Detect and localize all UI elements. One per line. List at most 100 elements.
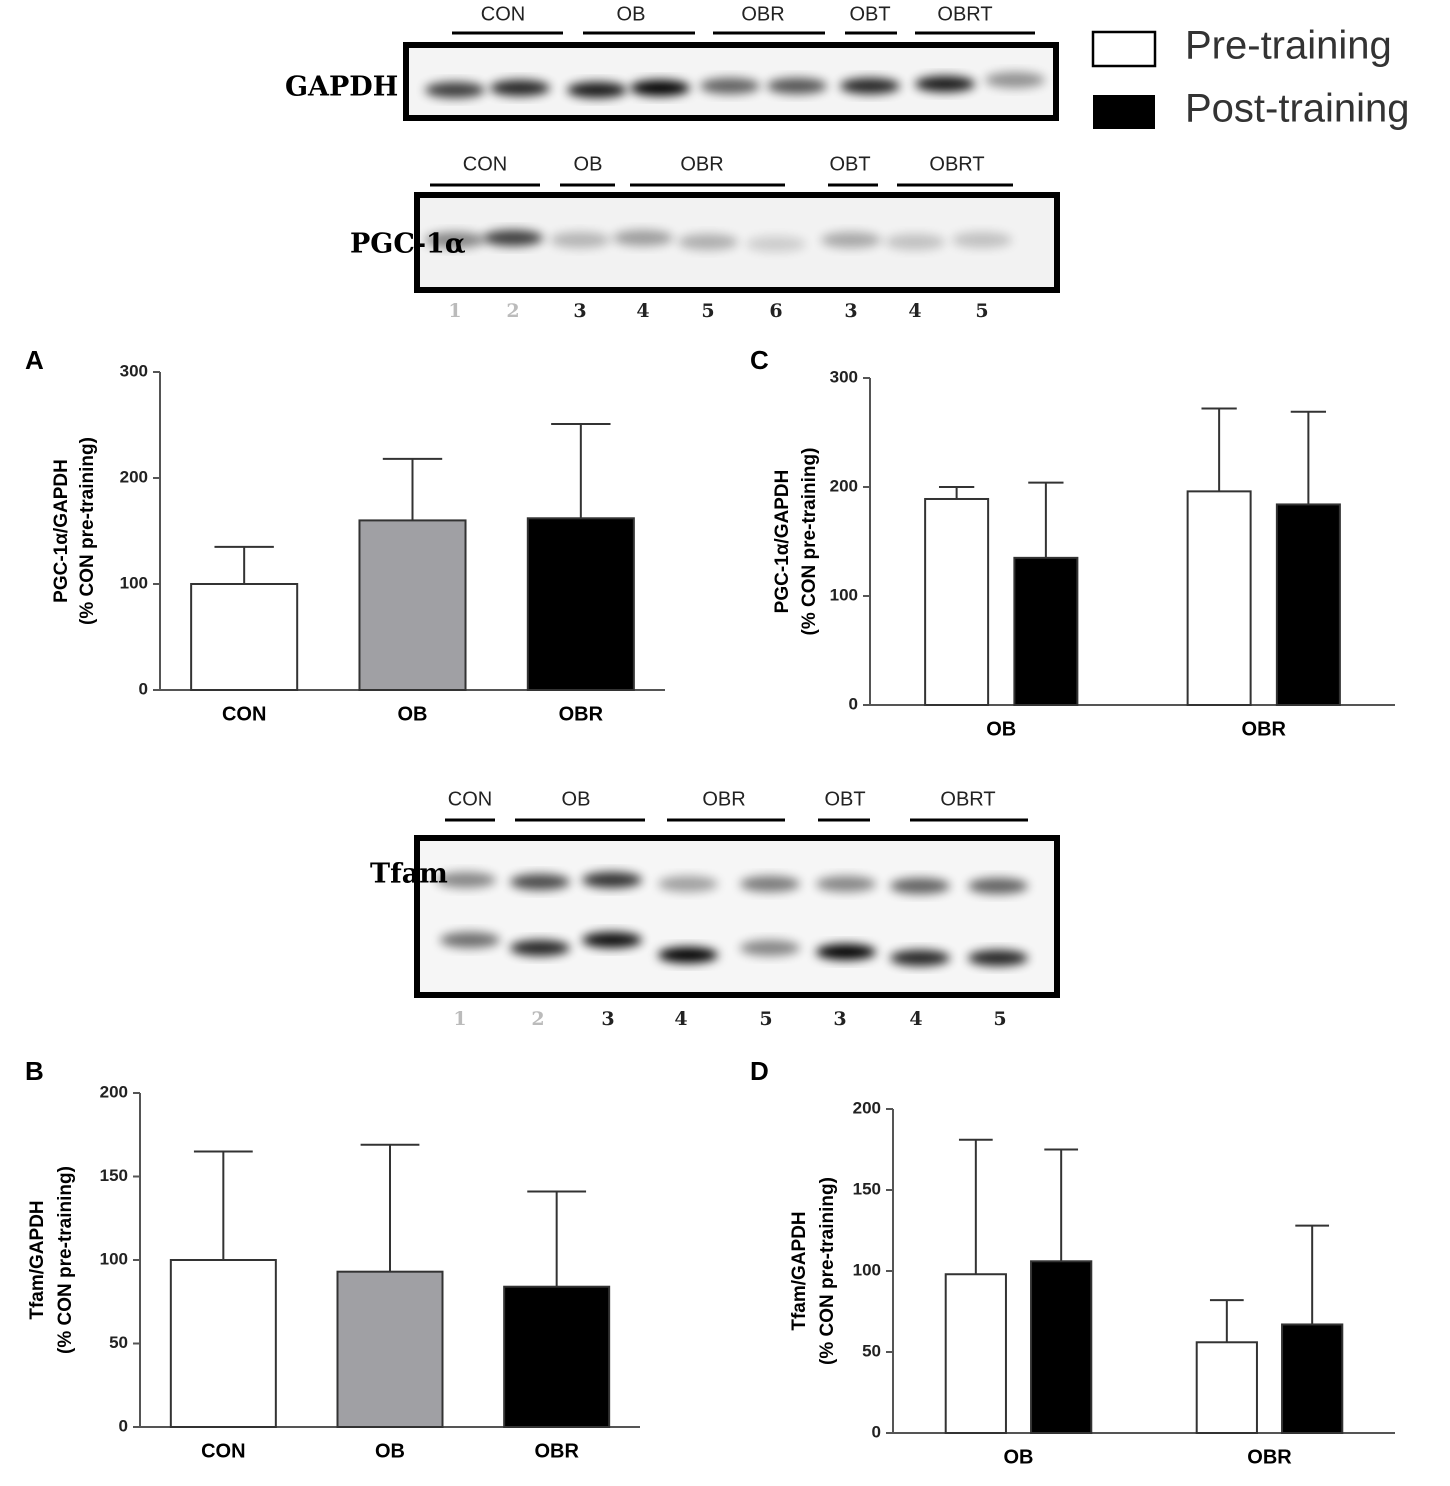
blot-lane-number: 4 — [674, 1008, 687, 1030]
blot-band — [630, 80, 690, 96]
blot-frame — [414, 192, 1060, 293]
panel-label: D — [750, 1056, 769, 1086]
blot-lane-number: 5 — [759, 1008, 772, 1030]
blot-band — [510, 940, 570, 956]
y-tick-label: 300 — [120, 361, 148, 380]
blot-band — [985, 72, 1045, 88]
blot-group-label: OBT — [829, 153, 870, 175]
blot-band — [746, 236, 806, 252]
y-tick-label: 100 — [120, 573, 148, 592]
blot-band — [915, 76, 975, 92]
blot-lane-number: 6 — [769, 300, 782, 322]
blot-protein: PGC-1α — [350, 229, 466, 260]
blot-lane-number: 2 — [531, 1008, 544, 1030]
blot-band — [440, 932, 500, 948]
blot-protein: GAPDH — [285, 72, 398, 103]
blot-band — [740, 940, 800, 956]
y-tick-label: 0 — [119, 1416, 128, 1435]
x-tick-label: OBR — [1242, 718, 1287, 740]
blot-group-label: OBT — [824, 788, 865, 810]
panel-label: C — [750, 345, 769, 375]
blot-lane-number: 5 — [993, 1008, 1006, 1030]
blot-band — [582, 872, 642, 888]
bar — [1186, 490, 1252, 706]
y-tick-label: 200 — [830, 476, 858, 495]
y-axis-label: PGC-1α/GAPDH — [772, 470, 793, 614]
y-tick-label: 100 — [853, 1260, 881, 1279]
blot-band — [658, 947, 718, 963]
blot-lane-number: 3 — [573, 300, 586, 322]
blot-band — [425, 82, 485, 98]
blot-group-label: OBRT — [940, 788, 995, 810]
x-tick-label: OBR — [534, 1440, 579, 1462]
blot-group-label: CON — [481, 3, 525, 25]
blot-band — [968, 950, 1028, 966]
y-axis-label: Tfam/GAPDH — [789, 1211, 810, 1330]
y-axis-label: (% CON pre-training) — [77, 437, 98, 625]
blot-group-label: OB — [574, 153, 603, 175]
blot-band — [483, 230, 543, 246]
x-tick-label: OBR — [559, 703, 604, 725]
bar — [1275, 503, 1341, 706]
blot-lane-number: 3 — [844, 300, 857, 322]
blot-protein: Tfam — [370, 859, 448, 890]
y-tick-label: 200 — [853, 1098, 881, 1117]
blot-frame — [403, 42, 1059, 121]
y-axis-label: PGC-1α/GAPDH — [51, 459, 72, 603]
y-tick-label: 100 — [100, 1249, 128, 1268]
blot-band — [840, 78, 900, 94]
blot-group-label: OBT — [849, 3, 890, 25]
x-tick-label: CON — [201, 1440, 245, 1462]
blot-lane-number: 5 — [975, 300, 988, 322]
y-tick-label: 200 — [120, 467, 148, 486]
x-tick-label: OB — [375, 1440, 405, 1462]
blot-group-label: OBRT — [937, 3, 992, 25]
bar — [358, 519, 467, 692]
blot-lane-number: 3 — [601, 1008, 614, 1030]
blot-group-label: CON — [448, 788, 492, 810]
legend-swatch — [1091, 30, 1157, 68]
y-tick-label: 100 — [830, 585, 858, 604]
blot-frame — [414, 835, 1060, 998]
blot-band — [816, 876, 876, 892]
blot-band — [885, 234, 945, 250]
blot-lane-number: 5 — [701, 300, 714, 322]
y-tick-label: 0 — [872, 1422, 881, 1441]
blot-image — [417, 838, 1057, 995]
panel-label: B — [25, 1056, 44, 1086]
blot-band — [436, 872, 496, 888]
bar — [503, 1285, 611, 1428]
blot-band — [816, 944, 876, 960]
bar — [526, 517, 635, 692]
y-tick-label: 50 — [109, 1333, 128, 1352]
blot-band — [567, 82, 627, 98]
blot-band — [613, 230, 673, 246]
panel-label: A — [25, 345, 44, 375]
y-tick-label: 50 — [862, 1341, 881, 1360]
blot-lane-number: 4 — [908, 300, 921, 322]
blot-group-label: CON — [463, 153, 507, 175]
blot-band — [952, 232, 1012, 248]
blot-group-label: OBR — [702, 788, 745, 810]
blot-group-label: OB — [562, 788, 591, 810]
blot-group-label: OBR — [680, 153, 723, 175]
blot-group-label: OBR — [741, 3, 784, 25]
y-axis-label: (% CON pre-training) — [817, 1177, 838, 1365]
blot-band — [582, 932, 642, 948]
bar — [1281, 1323, 1344, 1434]
blot-band — [767, 78, 827, 94]
blot-band — [890, 878, 950, 894]
blot-group-label: OB — [617, 3, 646, 25]
y-axis-label: (% CON pre-training) — [55, 1166, 76, 1354]
x-tick-label: OB — [1004, 1446, 1034, 1468]
blot-band — [968, 878, 1028, 894]
blot-lane-number: 1 — [448, 300, 461, 322]
blot-band — [490, 80, 550, 96]
bar — [190, 583, 299, 691]
y-tick-label: 300 — [830, 367, 858, 386]
y-tick-label: 150 — [100, 1166, 128, 1185]
blot-lane-number: 1 — [453, 1008, 466, 1030]
bar — [944, 1273, 1007, 1434]
y-tick-label: 0 — [849, 694, 858, 713]
